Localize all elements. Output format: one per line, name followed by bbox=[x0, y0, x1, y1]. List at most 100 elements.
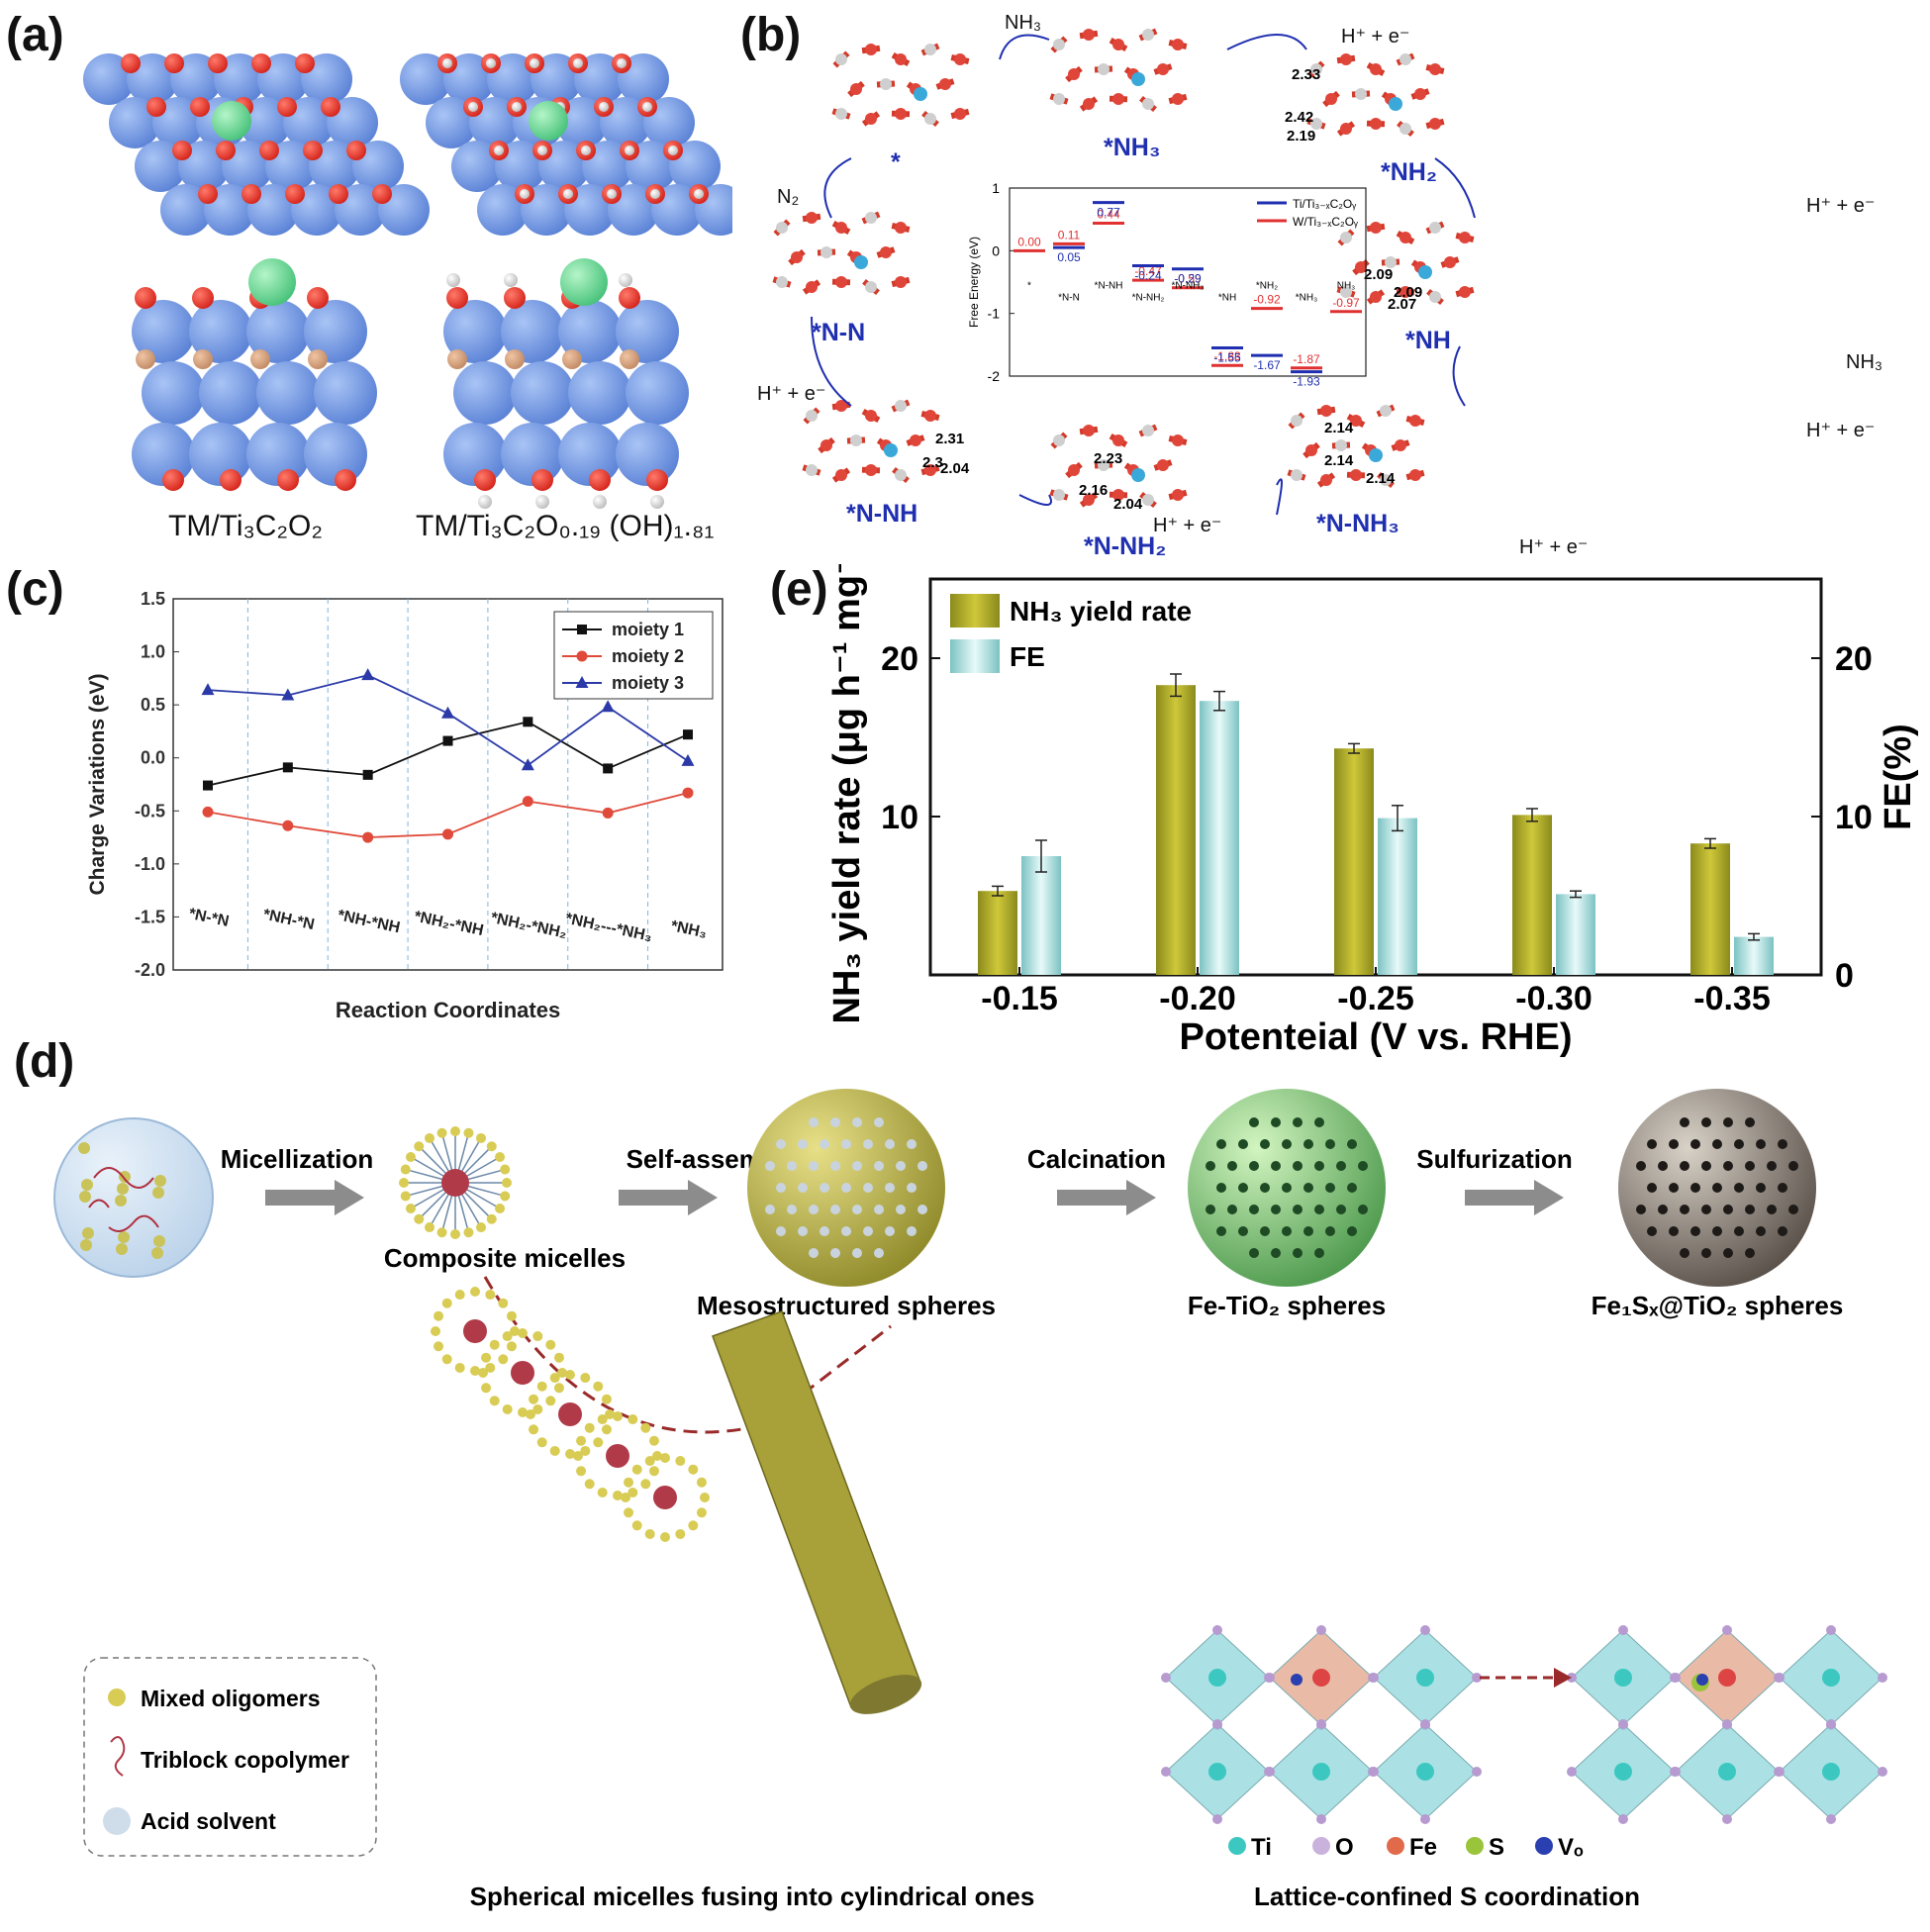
atom bbox=[1320, 474, 1332, 486]
oxygen-atom bbox=[1618, 1814, 1628, 1824]
hydrogen-atom bbox=[650, 495, 664, 509]
titanium-atom bbox=[1614, 1669, 1632, 1687]
oxygen-atom bbox=[1316, 1814, 1326, 1824]
cluster-n-nh2 bbox=[1049, 424, 1188, 508]
atom bbox=[1340, 123, 1352, 135]
bond-length-label: 2.42 bbox=[1285, 109, 1313, 126]
oligomer-dot bbox=[688, 1520, 699, 1531]
oligomer-dot bbox=[498, 1354, 509, 1365]
hydrogen-atom bbox=[694, 189, 704, 199]
oligomer-dot bbox=[624, 1477, 634, 1488]
atom bbox=[924, 464, 936, 476]
atom bbox=[1429, 291, 1441, 303]
atom bbox=[924, 44, 936, 55]
panel-label-c: (c) bbox=[6, 563, 64, 616]
bond-length-label: 2.14 bbox=[1324, 452, 1354, 469]
pore bbox=[1756, 1139, 1766, 1149]
oxygen-atom bbox=[1420, 1625, 1430, 1635]
process-arrow bbox=[1465, 1180, 1564, 1215]
oligomer-dot bbox=[489, 1396, 500, 1406]
legend-copolymer-icon bbox=[110, 1736, 126, 1777]
atom bbox=[1291, 415, 1303, 427]
oxygen-atom bbox=[192, 287, 214, 309]
x-tick-label: -0.35 bbox=[1693, 980, 1771, 1017]
data-point-square bbox=[362, 769, 373, 780]
data-point-square bbox=[442, 735, 453, 746]
titanium-atom bbox=[626, 361, 689, 425]
oligomer-dot bbox=[640, 1479, 651, 1490]
atom bbox=[1370, 63, 1382, 75]
oxygen-atom bbox=[1775, 1673, 1785, 1683]
pore bbox=[1734, 1183, 1744, 1193]
pore bbox=[1293, 1161, 1303, 1171]
atomic-structure-views bbox=[83, 53, 746, 509]
y-tick-label: 1.5 bbox=[141, 589, 165, 609]
atom-legend-label: S bbox=[1489, 1834, 1504, 1861]
hydrogen-atom bbox=[581, 145, 591, 155]
x-axis-label: Potenteial (V vs. RHE) bbox=[1180, 1016, 1573, 1058]
oligomer-dot bbox=[450, 1229, 460, 1239]
hydrogen-atom bbox=[599, 102, 609, 112]
pore bbox=[1238, 1226, 1248, 1236]
cycle-arrow bbox=[1226, 34, 1307, 50]
reagent-label: H⁺ + e⁻ bbox=[1519, 536, 1589, 558]
atom bbox=[1370, 291, 1382, 303]
pore bbox=[1669, 1226, 1679, 1236]
titanium-atom bbox=[443, 423, 507, 486]
iron-atom bbox=[1718, 1669, 1736, 1687]
pore bbox=[1249, 1161, 1259, 1171]
pore bbox=[1778, 1226, 1787, 1236]
titanium-atom bbox=[246, 300, 310, 363]
atom bbox=[1370, 222, 1382, 234]
oxygen-atom bbox=[190, 97, 210, 117]
oligomer-dot bbox=[151, 1247, 163, 1259]
atom bbox=[1310, 118, 1322, 130]
pore bbox=[1293, 1205, 1303, 1214]
hydrogen-atom bbox=[563, 189, 573, 199]
cluster-n-nh bbox=[802, 399, 940, 483]
inset-step-label: *NH bbox=[1218, 292, 1236, 303]
oligomer-dot bbox=[470, 1287, 480, 1297]
oxygen-atom bbox=[241, 184, 261, 204]
pore bbox=[1745, 1161, 1755, 1171]
stage-label: Fe-TiO₂ spheres bbox=[1188, 1291, 1386, 1320]
pore bbox=[809, 1248, 819, 1258]
y-tick-label: 0.5 bbox=[141, 695, 165, 715]
cluster-n-nh3 bbox=[1287, 404, 1425, 488]
pore bbox=[1701, 1248, 1711, 1258]
bond-length-label: 2.19 bbox=[1287, 128, 1315, 145]
yield-bar bbox=[1512, 815, 1552, 975]
reagent-label: H⁺ + e⁻ bbox=[1153, 515, 1222, 536]
oligomer-dot bbox=[660, 1532, 670, 1542]
oligomer-dot bbox=[115, 1195, 127, 1207]
hydrogen-atom bbox=[512, 102, 522, 112]
pore bbox=[776, 1183, 786, 1193]
yield-bar bbox=[1156, 685, 1196, 975]
oxygen-atom bbox=[1826, 1625, 1836, 1635]
hydrogen-atom bbox=[642, 102, 652, 112]
oxygen-atom bbox=[259, 141, 279, 160]
oligomer-dot bbox=[696, 1477, 707, 1488]
oxygen-atom bbox=[1161, 1673, 1171, 1683]
oxygen-atom bbox=[303, 141, 323, 160]
vacancy-site bbox=[1291, 1674, 1303, 1686]
y-tick-label: -2.0 bbox=[135, 960, 165, 980]
oxygen-atom bbox=[1618, 1625, 1628, 1635]
oligomer-dot bbox=[597, 1414, 608, 1425]
oligomer-dot bbox=[584, 1479, 595, 1490]
hydrogen-atom bbox=[625, 145, 634, 155]
oligomer-dot bbox=[675, 1528, 686, 1539]
atom bbox=[1399, 232, 1411, 243]
legend-box bbox=[83, 1657, 377, 1857]
atom bbox=[1320, 405, 1332, 417]
oxygen-atom bbox=[335, 469, 356, 491]
hydrogen-atom bbox=[486, 58, 496, 68]
pore bbox=[1314, 1205, 1324, 1214]
pore bbox=[1701, 1161, 1711, 1171]
inset-ytick: 1 bbox=[992, 180, 1000, 196]
oxygen-atom bbox=[1775, 1767, 1785, 1777]
oxygen-atom bbox=[1212, 1625, 1222, 1635]
pore bbox=[1788, 1205, 1798, 1214]
atom bbox=[1098, 459, 1110, 471]
oligomer-dot bbox=[545, 1396, 556, 1406]
